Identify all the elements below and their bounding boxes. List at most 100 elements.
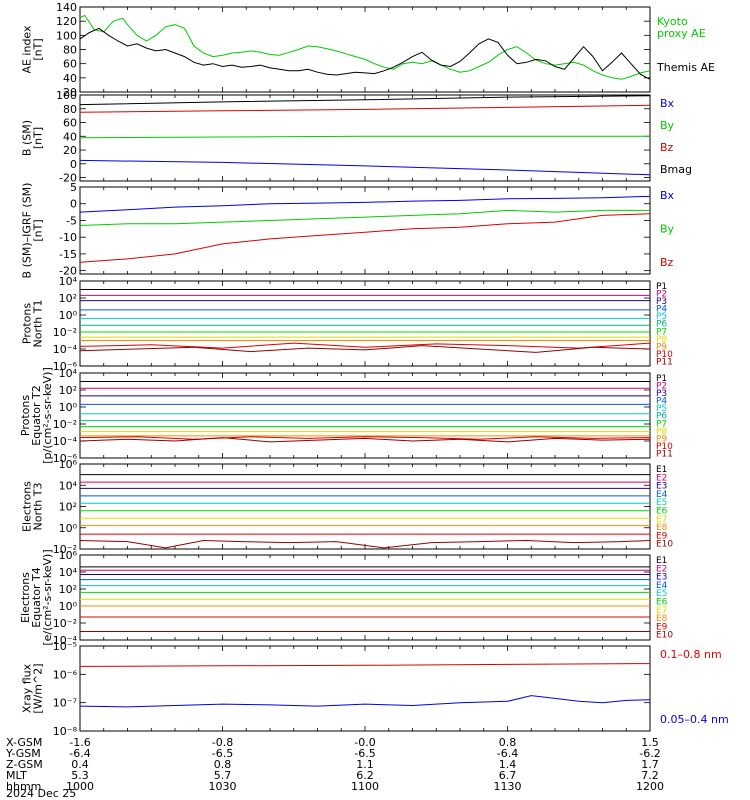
y-tick-label: -15 bbox=[59, 248, 77, 261]
y-axis-label: Equator T2 bbox=[30, 385, 43, 445]
y-tick-label: 0 bbox=[70, 158, 77, 171]
y-axis-label: Protons bbox=[19, 395, 32, 436]
ephemeris-value: -6.4 bbox=[69, 747, 90, 760]
y-tick-label: 10⁻⁷ bbox=[53, 697, 77, 710]
y-tick-label: 10⁻⁵ bbox=[53, 640, 77, 653]
ephemeris-value: 6.7 bbox=[499, 769, 517, 782]
legend-entry-e8: E8 bbox=[656, 614, 668, 624]
legend-entry-p5: P5 bbox=[656, 312, 667, 322]
legend-entry-e7: E7 bbox=[656, 606, 667, 616]
ephemeris-value: 5.7 bbox=[214, 769, 232, 782]
series-line-kyoto-proxy-ae bbox=[79, 14, 651, 80]
legend-entry-p10: P10 bbox=[656, 442, 673, 452]
series-line-0-1-0-8-nm bbox=[79, 663, 651, 667]
y-tick-label: 5 bbox=[70, 181, 77, 194]
y-axis-label: B (SM) bbox=[21, 120, 34, 156]
y-tick-label: 60 bbox=[63, 58, 77, 71]
y-tick-label: 10⁰ bbox=[59, 600, 78, 613]
y-tick-label: 60 bbox=[63, 117, 77, 130]
legend-entry-e1: E1 bbox=[656, 556, 667, 566]
legend-entry-themis-ae: Themis AE bbox=[656, 61, 715, 74]
ephemeris-value: -6.5 bbox=[212, 747, 233, 760]
ephemeris-value: 1200 bbox=[636, 780, 664, 793]
y-tick-label: 10⁴ bbox=[59, 275, 78, 288]
y-tick-label: 10⁴ bbox=[59, 479, 78, 492]
y-tick-label: 0 bbox=[70, 198, 77, 211]
ephemeris-value: 0.8 bbox=[214, 758, 232, 771]
y-tick-label: 100 bbox=[56, 29, 77, 42]
y-tick-label: 10⁰ bbox=[59, 401, 78, 414]
legend-entry-p1: P1 bbox=[656, 374, 667, 384]
y-tick-label: 10² bbox=[59, 501, 77, 514]
legend-entry-p7: P7 bbox=[656, 327, 667, 337]
legend-entry-bmag: Bmag bbox=[660, 163, 692, 176]
legend-entry-p3: P3 bbox=[656, 297, 667, 307]
legend-entry-p11: P11 bbox=[656, 357, 673, 367]
y-axis-label: Electrons bbox=[21, 481, 34, 532]
legend-entry-0-1-0-8-nm: 0.1–0.8 nm bbox=[660, 648, 722, 661]
date-label: 2024 Dec 25 bbox=[6, 787, 76, 800]
ephemeris-value: 1.5 bbox=[641, 736, 659, 749]
legend-entry-p1: P1 bbox=[656, 282, 667, 292]
y-tick-label: 20 bbox=[63, 144, 77, 157]
ephemeris-value: 7.2 bbox=[641, 769, 659, 782]
legend-entry-e7: E7 bbox=[656, 515, 667, 525]
y-tick-label: 40 bbox=[63, 130, 77, 143]
legend-entry-p8: P8 bbox=[656, 427, 667, 437]
y-axis-label: [p/(cm²-s-sr-keV)] bbox=[41, 367, 54, 464]
y-axis-label: [nT] bbox=[32, 127, 45, 149]
legend-entry-bx: Bx bbox=[660, 189, 675, 202]
panel-frame bbox=[79, 94, 651, 182]
legend-entry-bz: Bz bbox=[660, 256, 674, 269]
ephemeris-value: -0.8 bbox=[212, 736, 233, 749]
legend-entry-e10: E10 bbox=[656, 631, 673, 641]
legend-entry-e5: E5 bbox=[656, 589, 667, 599]
y-axis-label: B (SM)–IGRF (SM) bbox=[21, 183, 34, 279]
legend-entry-e5: E5 bbox=[656, 498, 667, 508]
legend-entry-e2: E2 bbox=[656, 564, 667, 574]
legend-entry-e4: E4 bbox=[656, 490, 668, 500]
y-tick-label: 10⁶ bbox=[59, 549, 78, 562]
y-axis-label: [nT] bbox=[32, 38, 45, 60]
y-axis-label: [e/(cm²-s-sr-keV)] bbox=[41, 549, 54, 645]
y-axis-label: Equator T4 bbox=[30, 567, 43, 627]
series-line-p10 bbox=[79, 436, 651, 440]
panel-frame bbox=[79, 280, 651, 367]
legend-entry-e6: E6 bbox=[656, 507, 668, 517]
y-axis-label: AE index bbox=[21, 25, 34, 74]
ephemeris-value: 1000 bbox=[66, 780, 94, 793]
series-line-themis-ae bbox=[79, 27, 651, 80]
y-tick-label: 80 bbox=[63, 103, 77, 116]
y-tick-label: -5 bbox=[66, 214, 77, 227]
legend-entry-p6: P6 bbox=[656, 412, 667, 422]
y-tick-label: 10⁻⁶ bbox=[53, 452, 78, 465]
ephemeris-value: 6.2 bbox=[356, 769, 374, 782]
series-line-p11 bbox=[79, 345, 651, 353]
y-tick-label: 120 bbox=[56, 15, 77, 28]
legend-entry-e9: E9 bbox=[656, 531, 668, 541]
series-line-bx bbox=[79, 195, 651, 213]
series-line-by bbox=[79, 135, 650, 139]
series-line-by bbox=[79, 209, 650, 226]
y-tick-label: 10⁻⁴ bbox=[53, 435, 78, 448]
series-line-p10 bbox=[79, 342, 651, 349]
y-tick-label: 10² bbox=[59, 292, 77, 305]
legend-entry-p8: P8 bbox=[656, 335, 667, 345]
panel-frame bbox=[79, 463, 651, 550]
series-line-bz bbox=[79, 104, 651, 113]
ephemeris-value: -6.4 bbox=[497, 747, 518, 760]
legend-entry-p2: P2 bbox=[656, 382, 667, 392]
y-tick-label: 10⁻² bbox=[53, 543, 77, 556]
ephemeris-value: 0.4 bbox=[71, 758, 89, 771]
series-line-e10 bbox=[79, 539, 651, 549]
y-tick-label: 10² bbox=[59, 384, 77, 397]
y-tick-label: -20 bbox=[59, 172, 77, 185]
ephemeris-table: X-GSM -1.6 -0.8 -0.0 0.8 1.5 Y-GSM -6.4 -6.5 -6.5… bbox=[5, 736, 664, 800]
y-tick-label: 10⁰ bbox=[59, 309, 78, 322]
y-tick-label: -20 bbox=[59, 265, 77, 278]
y-tick-label: -10 bbox=[59, 231, 77, 244]
